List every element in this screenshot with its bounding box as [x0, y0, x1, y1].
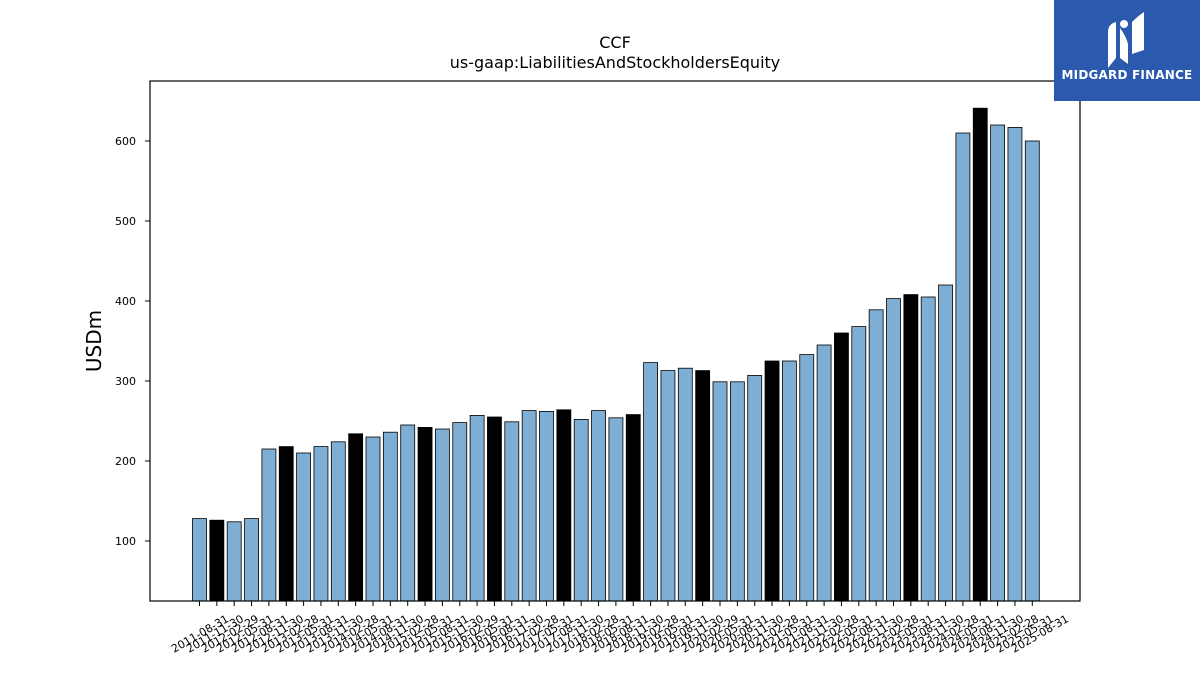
y-tick-label: 600 — [115, 135, 136, 148]
bar — [729, 381, 745, 602]
bar — [434, 428, 450, 602]
bar — [1024, 140, 1040, 602]
y-axis-label: USDm — [82, 310, 106, 372]
bar — [573, 418, 589, 602]
bar — [244, 518, 259, 602]
bar — [695, 370, 711, 602]
bar — [313, 446, 329, 602]
bar — [452, 422, 468, 602]
logo-text: MIDGARD FINANCE — [1061, 68, 1193, 82]
bar — [712, 381, 728, 602]
y-tick-label: 100 — [115, 535, 136, 548]
bar — [591, 410, 606, 602]
y-tick-label: 400 — [115, 295, 136, 308]
y-tick-label: 200 — [115, 455, 136, 468]
bar — [487, 416, 502, 602]
bar — [747, 374, 763, 602]
bar — [782, 360, 797, 602]
bar — [955, 132, 971, 602]
bar — [868, 309, 884, 602]
plot-frame — [149, 80, 1081, 602]
bar — [660, 370, 676, 602]
bar — [365, 436, 381, 602]
bar — [278, 446, 294, 602]
chart-title: CCF — [599, 33, 631, 52]
bar — [938, 284, 953, 602]
bar — [417, 426, 433, 602]
midgard-finance-logo: MIDGARD FINANCE — [1054, 0, 1200, 101]
bar — [816, 344, 832, 602]
bar — [261, 448, 277, 602]
bar — [296, 452, 312, 602]
bar — [903, 294, 919, 602]
bar — [382, 431, 398, 602]
bar — [400, 424, 416, 602]
bar — [226, 521, 242, 602]
bar — [920, 296, 936, 602]
bar — [799, 354, 815, 602]
bar — [348, 433, 364, 602]
bar — [625, 414, 641, 602]
bar — [851, 326, 867, 602]
bar — [192, 518, 207, 602]
midgard-logo-icon — [1108, 12, 1144, 68]
bar — [643, 362, 658, 602]
bar — [608, 417, 624, 602]
y-tick-label: 300 — [115, 375, 136, 388]
bar — [504, 421, 520, 602]
bars — [192, 107, 1040, 602]
bar — [677, 367, 693, 602]
bar — [556, 409, 572, 602]
chart-subtitle: us-gaap:LiabilitiesAndStockholdersEquity — [450, 53, 781, 72]
bar — [972, 107, 988, 602]
bar — [834, 332, 849, 602]
y-axis-ticks: 100 200 300 400 500 600 — [115, 135, 150, 548]
bar — [764, 360, 780, 602]
bar — [886, 298, 901, 602]
bar — [521, 410, 537, 602]
y-tick-label: 500 — [115, 215, 136, 228]
x-axis-ticks: 2011-08-312011-11-302012-02-292012-05-31… — [169, 601, 1071, 656]
bar — [1007, 127, 1023, 602]
bar — [209, 519, 225, 602]
bar — [539, 410, 554, 602]
bar — [990, 124, 1005, 602]
bar — [330, 441, 346, 602]
bar — [469, 414, 485, 602]
